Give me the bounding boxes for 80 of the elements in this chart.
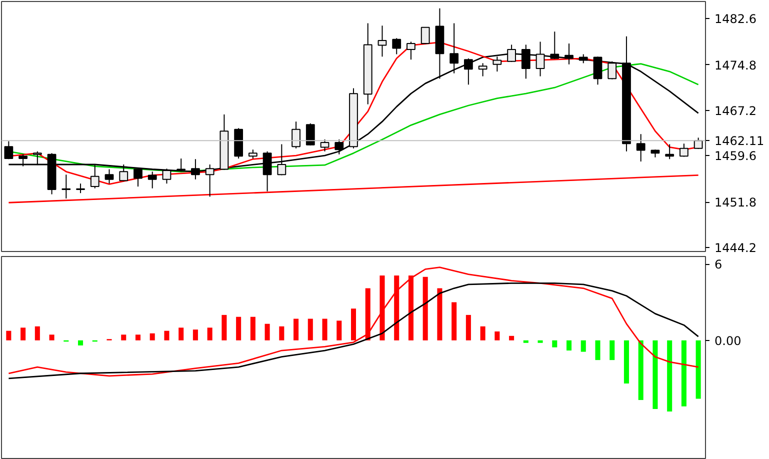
y-tick-label: 1444.2 <box>714 240 756 255</box>
line-series <box>8 282 700 380</box>
candlestick <box>680 143 688 158</box>
bar <box>264 324 270 340</box>
candlestick <box>292 121 300 149</box>
bar <box>322 318 328 340</box>
bar <box>135 334 141 340</box>
bar <box>279 326 284 340</box>
candlestick <box>608 60 617 80</box>
candlestick <box>492 56 502 72</box>
bar <box>164 330 170 340</box>
bar <box>624 340 629 384</box>
bar <box>20 328 26 340</box>
bar <box>308 318 313 340</box>
bar <box>552 340 558 348</box>
candlestick <box>62 174 71 199</box>
candlestick <box>32 150 42 166</box>
bar <box>150 333 155 340</box>
bar <box>638 340 644 400</box>
bar <box>394 276 400 340</box>
y-tick-label: 0.00 <box>714 334 742 348</box>
bar <box>121 334 126 340</box>
bar <box>480 326 486 340</box>
candlestick <box>636 134 646 162</box>
bar <box>595 340 600 360</box>
candlestick <box>334 138 344 155</box>
candlestick <box>593 56 602 86</box>
bar <box>437 288 442 340</box>
candlestick <box>306 122 315 146</box>
bar <box>192 330 198 340</box>
candlestick <box>694 137 703 150</box>
candlestick <box>104 168 114 184</box>
bar <box>250 316 256 340</box>
bar <box>681 340 686 406</box>
candlestick <box>406 41 416 60</box>
bar <box>336 320 342 340</box>
ref-line-label: 1462.11 <box>714 134 764 148</box>
bar <box>365 288 370 340</box>
bar <box>236 316 242 340</box>
candlestick <box>4 140 14 160</box>
bar <box>222 314 227 340</box>
bar <box>652 340 658 409</box>
bar <box>380 276 385 340</box>
y-tick-label: 6 <box>714 258 722 272</box>
bar <box>696 340 701 399</box>
bar <box>34 326 40 340</box>
bar <box>6 330 12 340</box>
bar <box>580 340 586 352</box>
bar <box>207 328 212 340</box>
bar <box>566 340 572 351</box>
bar <box>78 340 84 346</box>
y-tick-label: 1459.6 <box>714 149 756 164</box>
bar <box>494 331 500 340</box>
bar <box>538 340 543 343</box>
candlestick <box>320 138 330 152</box>
y-tick-label: 1482.6 <box>714 12 756 26</box>
bar <box>294 318 299 340</box>
candlestick <box>76 183 85 194</box>
bar <box>452 302 457 340</box>
candlestick <box>378 25 387 58</box>
line-series <box>8 266 700 377</box>
bar <box>422 276 428 340</box>
y-tick-label: 1451.8 <box>714 196 756 210</box>
bar <box>509 336 514 340</box>
bar <box>610 340 615 360</box>
candlestick <box>420 26 430 45</box>
bar <box>49 334 54 340</box>
candlestick <box>665 144 674 160</box>
candlestick <box>18 154 28 167</box>
candlestick <box>392 38 402 55</box>
candlestick <box>478 62 488 77</box>
bar <box>523 340 528 343</box>
candlestick <box>464 58 473 86</box>
bar <box>408 276 414 340</box>
bar <box>350 308 356 340</box>
y-tick-label: 1467.2 <box>714 104 756 118</box>
y-tick-label: 1474.8 <box>714 58 756 72</box>
bar <box>466 314 471 340</box>
bar <box>667 340 672 412</box>
bar <box>178 328 184 340</box>
